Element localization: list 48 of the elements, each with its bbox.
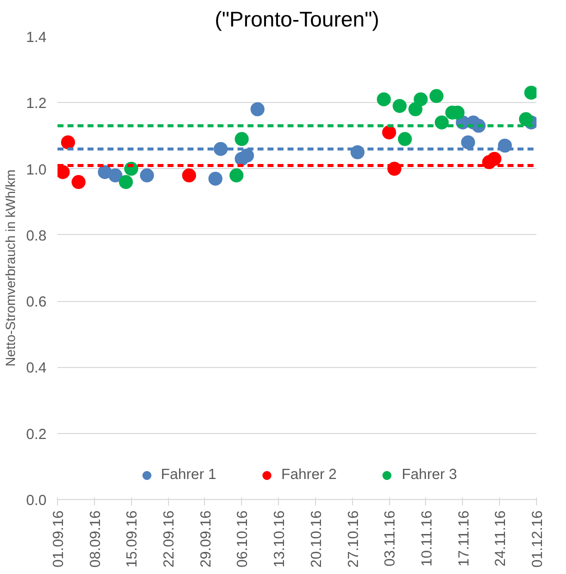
y-axis-title: Netto-Stromverbrauch in kWh/km — [3, 169, 18, 367]
x-tick-label: 17.11.16 — [456, 510, 472, 566]
x-tick-label: 01.09.16 — [51, 510, 67, 568]
point — [429, 89, 444, 104]
y-tick-label: 1.0 — [26, 162, 46, 178]
x-tick-label: 15.09.16 — [124, 510, 141, 568]
point — [61, 135, 76, 150]
point — [240, 148, 254, 163]
x-tick-label: 20.10.16 — [308, 510, 325, 568]
y-tick-label: 1.4 — [26, 30, 46, 46]
x-tick-label: 22.09.16 — [162, 510, 178, 568]
point — [250, 102, 265, 116]
point — [229, 168, 244, 182]
x-tick-label: 13.10.16 — [272, 510, 288, 568]
y-tick-label: 1.2 — [26, 96, 46, 112]
point — [234, 132, 249, 146]
legend-label: Fahrer 1 — [160, 467, 216, 483]
y-tick-label: 0.2 — [26, 426, 46, 443]
point — [382, 125, 396, 140]
chart-title: ("Pronto-Touren") — [214, 8, 380, 32]
x-tick-label: 08.09.16 — [88, 510, 104, 568]
point — [461, 135, 476, 150]
point — [140, 168, 154, 182]
y-tick-label: 0.8 — [26, 228, 46, 244]
point — [182, 168, 196, 182]
point — [398, 132, 412, 146]
x-tick-label: 24.11.16 — [493, 510, 510, 566]
x-tick-label: 03.11.16 — [382, 510, 399, 566]
point — [408, 102, 422, 116]
point — [414, 92, 428, 106]
x-tick-label: 29.09.16 — [198, 510, 214, 568]
y-tick-label: 0.4 — [26, 360, 46, 377]
point — [108, 168, 122, 182]
x-tick-label: 27.10.16 — [346, 510, 362, 568]
point — [118, 175, 133, 189]
point — [376, 92, 391, 106]
point — [518, 112, 533, 126]
x-tick-label: 06.10.16 — [235, 510, 252, 568]
point — [208, 172, 222, 186]
point — [487, 152, 502, 166]
x-tick-label: 10.11.16 — [419, 510, 436, 566]
legend-label: Fahrer 3 — [402, 467, 458, 483]
legend-label: Fahrer 2 — [281, 467, 337, 483]
point — [392, 98, 407, 113]
y-tick-label: 0.6 — [26, 294, 46, 311]
y-tick-label: 0.0 — [26, 493, 46, 509]
point — [72, 175, 86, 189]
x-tick-label: 01.12.16 — [530, 510, 546, 568]
